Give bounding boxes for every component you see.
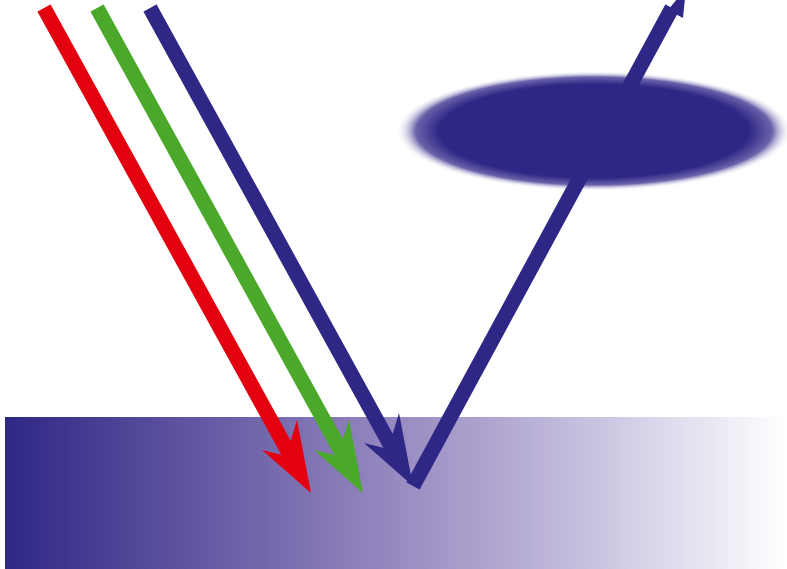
- absorber-ellipse: [396, 71, 787, 191]
- blue-incident-ray: [143, 4, 413, 486]
- blue-reflected-ray: [406, 0, 685, 490]
- green-incident-ray: [90, 4, 363, 493]
- red-incident-ray: [37, 4, 311, 493]
